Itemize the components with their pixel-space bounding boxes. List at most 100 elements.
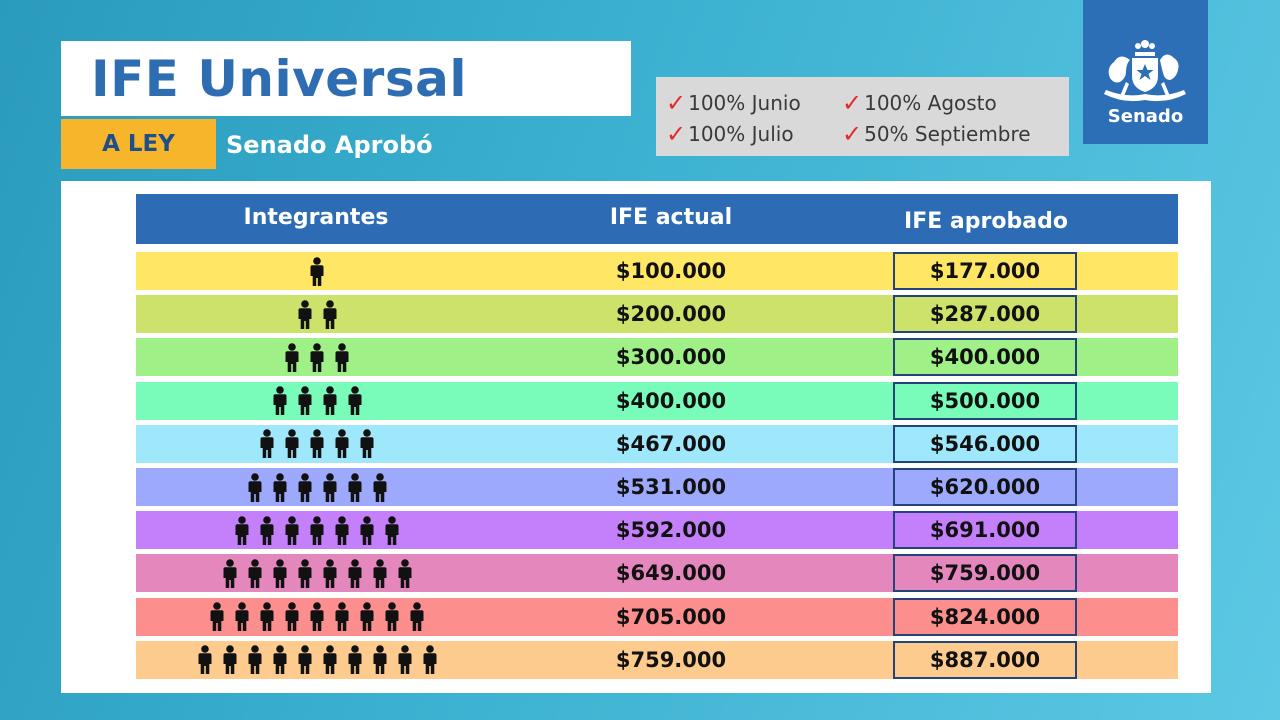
month-item: ✓ 100% Julio	[666, 120, 794, 148]
person-icon	[382, 515, 402, 545]
title-box: IFE Universal	[61, 41, 631, 116]
ife-aprobado-cell: $400.000	[893, 338, 1077, 377]
senado-aprobo-subtitle: Senado Aprobó	[226, 131, 433, 159]
integrantes-cell	[136, 468, 498, 506]
table-row: $100.000 $177.000	[136, 252, 1178, 290]
ife-actual-cell: $300.000	[615, 345, 727, 370]
person-icon	[345, 386, 365, 416]
page-title: IFE Universal	[91, 49, 467, 108]
integrantes-cell	[136, 598, 498, 636]
person-icon	[307, 602, 327, 632]
ife-aprobado-cell: $620.000	[893, 468, 1077, 506]
table-row: $200.000 $287.000	[136, 295, 1178, 334]
person-icon	[307, 256, 327, 286]
table-row: $531.000 $620.000	[136, 468, 1178, 506]
ley-badge-label: A LEY	[102, 131, 175, 157]
person-icon	[332, 515, 352, 545]
table-row: $467.000 $546.000	[136, 424, 1178, 463]
ife-actual-cell: $649.000	[615, 561, 727, 586]
person-icon	[270, 559, 290, 588]
person-icon	[270, 472, 290, 502]
person-icon	[420, 645, 440, 675]
person-icon	[195, 645, 215, 675]
person-icon	[345, 472, 365, 502]
check-mark-icon: ✓	[842, 120, 863, 148]
ife-aprobado-cell: $546.000	[893, 424, 1077, 463]
integrantes-cell	[136, 382, 498, 420]
person-icon	[245, 559, 265, 588]
ife-actual-cell: $200.000	[615, 302, 727, 327]
table-header: Integrantes IFE actual IFE aprobado	[136, 194, 1178, 244]
ife-aprobado-cell: $887.000	[893, 640, 1077, 679]
ife-aprobado-cell: $287.000	[893, 295, 1077, 334]
column-header-ife-actual: IFE actual	[609, 204, 733, 230]
person-icon	[395, 559, 415, 588]
integrantes-cell	[136, 295, 498, 333]
person-icon	[232, 602, 252, 632]
check-mark-icon: ✓	[842, 89, 863, 117]
table-panel: Integrantes IFE actual IFE aprobado $100…	[61, 181, 1211, 693]
person-icon	[207, 602, 227, 632]
month-item: ✓ 100% Junio	[666, 89, 801, 117]
ife-actual-cell: $100.000	[615, 259, 727, 283]
ife-aprobado-cell: $691.000	[893, 511, 1077, 550]
integrantes-cell	[136, 641, 498, 679]
ife-aprobado-cell: $177.000	[893, 252, 1077, 290]
person-icon	[257, 515, 277, 545]
table-row: $400.000 $500.000	[136, 381, 1178, 420]
person-icon	[320, 386, 340, 416]
integrantes-cell	[136, 554, 498, 592]
person-icon	[232, 515, 252, 545]
person-icon	[370, 645, 390, 675]
column-header-ife-aprobado: IFE aprobado	[904, 208, 1068, 234]
ife-actual-cell: $592.000	[615, 518, 727, 543]
person-icon	[295, 299, 315, 329]
person-icon	[357, 602, 377, 632]
person-icon	[357, 515, 377, 545]
person-icon	[295, 559, 315, 588]
person-icon	[220, 559, 240, 588]
person-icon	[320, 559, 340, 588]
person-icon	[395, 645, 415, 675]
integrantes-cell	[136, 511, 498, 549]
person-icon	[407, 602, 427, 632]
integrantes-cell	[136, 252, 498, 290]
person-icon	[245, 472, 265, 502]
table-row: $300.000 $400.000	[136, 338, 1178, 377]
column-header-integrantes: Integrantes	[243, 204, 389, 230]
check-mark-icon: ✓	[666, 120, 687, 148]
person-icon	[282, 515, 302, 545]
person-icon	[320, 472, 340, 502]
person-icon	[332, 343, 352, 372]
person-icon	[220, 645, 240, 675]
check-mark-icon: ✓	[666, 89, 687, 117]
person-icon	[282, 429, 302, 459]
ife-actual-cell: $400.000	[615, 388, 727, 413]
month-label: 100% Agosto	[864, 91, 997, 115]
person-icon	[282, 343, 302, 372]
person-icon	[257, 429, 277, 459]
person-icon	[370, 472, 390, 502]
person-icon	[295, 472, 315, 502]
person-icon	[320, 299, 340, 329]
month-item: ✓ 50% Septiembre	[842, 120, 1031, 148]
person-icon	[295, 386, 315, 416]
person-icon	[257, 602, 277, 632]
ley-badge: A LEY	[61, 119, 216, 169]
month-label: 50% Septiembre	[864, 122, 1031, 146]
integrantes-cell	[136, 425, 498, 463]
table-row: $759.000 $887.000	[136, 640, 1178, 679]
person-icon	[357, 429, 377, 459]
person-icon	[345, 645, 365, 675]
person-icon	[270, 645, 290, 675]
senado-label: Senado	[1107, 106, 1184, 127]
ife-actual-cell: $705.000	[615, 604, 727, 629]
payment-months-box: ✓ 100% Junio ✓ 100% Agosto ✓ 100% Julio …	[656, 77, 1069, 156]
ife-aprobado-cell: $824.000	[893, 597, 1077, 636]
table-row: $649.000 $759.000	[136, 554, 1178, 593]
ife-aprobado-cell: $759.000	[893, 554, 1077, 593]
person-icon	[270, 386, 290, 416]
month-label: 100% Julio	[688, 122, 794, 146]
coat-of-arms-icon	[1104, 40, 1186, 102]
ife-actual-cell: $531.000	[615, 475, 727, 499]
